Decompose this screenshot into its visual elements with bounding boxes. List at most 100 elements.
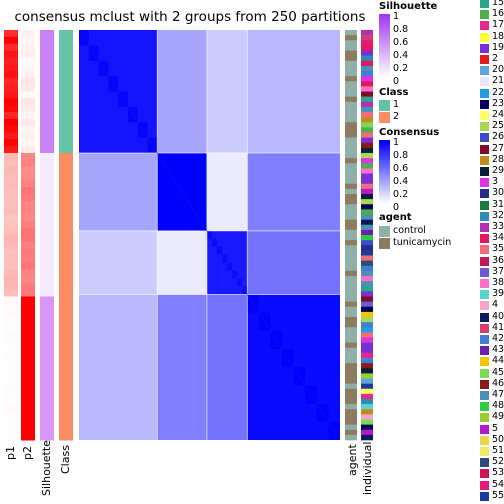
individual-legend-key <box>480 77 489 87</box>
agent-cell <box>345 71 357 77</box>
agent-cell <box>345 147 357 154</box>
individual-cell <box>361 81 373 87</box>
p2-cell <box>21 146 35 154</box>
class-cell <box>59 64 73 72</box>
class-cell <box>59 310 73 318</box>
p2-cell <box>21 330 35 338</box>
class-legend-title: Class <box>379 87 409 98</box>
p2-cell <box>21 30 35 38</box>
individual-legend-key <box>480 458 489 468</box>
consensus-tick: 0.4 <box>393 176 409 187</box>
agent-cell <box>345 178 357 185</box>
p2-cell <box>21 317 35 325</box>
agent-cell <box>345 419 357 425</box>
p2-cell <box>21 166 35 174</box>
p1-cell <box>4 262 18 270</box>
p1-cell <box>4 344 18 352</box>
p2-cell <box>21 112 35 120</box>
heatmap-block <box>247 30 340 153</box>
individual-legend-key <box>480 424 489 434</box>
silhouette-cell <box>40 385 54 393</box>
class-cell <box>59 43 73 51</box>
agent-cell <box>345 368 357 374</box>
individual-cell <box>361 311 373 318</box>
class-cell <box>59 235 73 243</box>
silhouette-cell <box>40 262 54 270</box>
individual-cell <box>361 30 373 36</box>
agent-cell <box>345 158 357 164</box>
agent-cell <box>345 91 357 97</box>
individual-cell <box>361 101 373 108</box>
individual-cell <box>361 347 373 354</box>
p1-cell <box>4 159 18 168</box>
individual-cell <box>361 306 373 313</box>
p1-cell <box>4 433 18 441</box>
class-cell <box>59 30 73 38</box>
individual-cell <box>361 127 373 133</box>
class-cell <box>59 364 73 373</box>
individual-legend-label: 35 <box>492 243 504 255</box>
individual-cell <box>361 358 373 364</box>
agent-control-key <box>379 226 390 237</box>
agent-cell <box>345 373 357 379</box>
p2-cell <box>21 344 35 352</box>
heatmap-block <box>157 30 207 153</box>
individual-legend-label: 22 <box>492 86 504 98</box>
individual-cell <box>361 168 373 174</box>
silhouette-cell <box>40 235 54 243</box>
p2-cell <box>21 200 35 209</box>
heatmap-block <box>247 153 340 231</box>
individual-legend-label: 46 <box>492 377 504 389</box>
silhouette-cell <box>40 180 54 188</box>
individual-legend-key <box>480 88 489 98</box>
individual-legend-label: 29 <box>492 165 504 176</box>
agent-cell <box>345 101 357 108</box>
individual-legend-label: 50 <box>492 433 504 445</box>
individual-legend-label: 3 <box>492 176 499 188</box>
p1-cell <box>4 276 18 284</box>
p2-cell <box>21 84 35 92</box>
p1-cell <box>4 207 18 215</box>
class-cell <box>59 385 73 393</box>
individual-cell <box>361 214 373 220</box>
p1-cell <box>4 98 18 106</box>
individual-legend-label: 43 <box>492 344 504 356</box>
p2-cell <box>21 358 35 366</box>
silhouette-legend-gradient <box>379 21 390 25</box>
class-cell <box>59 241 73 250</box>
class-1-key <box>379 100 390 111</box>
individual-legend-label: 39 <box>492 288 504 300</box>
agent-cell <box>345 311 357 318</box>
silhouette-cell <box>40 228 54 236</box>
p1-cell <box>4 296 18 304</box>
individual-legend-key <box>480 111 489 120</box>
agent-cell <box>345 188 357 195</box>
p2-cell <box>21 139 35 147</box>
p2-cell <box>21 337 35 345</box>
silhouette-cell <box>40 50 54 58</box>
agent-cell <box>345 96 357 103</box>
silhouette-cell <box>40 159 54 168</box>
agent-cell <box>345 404 357 410</box>
p1-cell <box>4 228 18 236</box>
silhouette-cell <box>40 214 54 222</box>
agent-cell <box>345 60 357 67</box>
individual-legend-key <box>480 167 489 176</box>
p1-cell <box>4 241 18 250</box>
p2-cell <box>21 125 35 133</box>
p1-cell <box>4 289 18 297</box>
individual-legend-key <box>480 178 489 188</box>
individual-legend-label: 37 <box>492 265 504 277</box>
p2-cell <box>21 221 35 229</box>
individual-cell <box>361 332 373 338</box>
consensus-legend-gradient <box>379 182 390 186</box>
consensus-legend-gradient <box>379 162 390 166</box>
heatmap-block <box>206 294 248 440</box>
diagonal <box>78 29 341 441</box>
heatmap-block <box>79 230 158 295</box>
agent-cell <box>345 35 357 41</box>
silhouette-cell <box>40 289 54 297</box>
silhouette-cell <box>40 426 54 434</box>
individual-legend-key <box>480 491 489 501</box>
individual-cell <box>361 270 373 277</box>
